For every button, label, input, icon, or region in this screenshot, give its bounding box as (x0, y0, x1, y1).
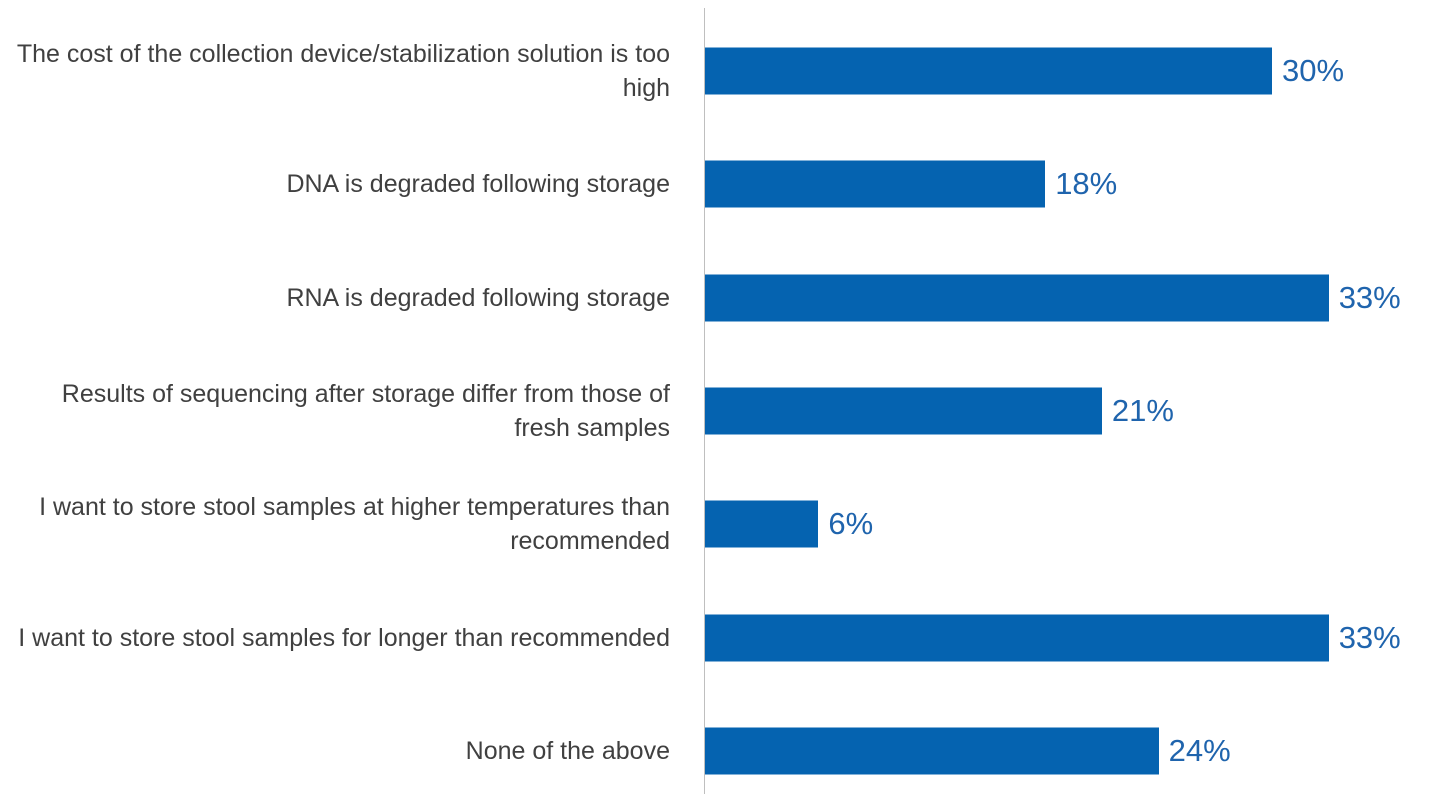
bar (705, 614, 1329, 661)
category-label: Results of sequencing after storage diff… (61, 379, 670, 442)
category-label: I want to store stool samples at higher … (39, 493, 670, 556)
value-label: 18% (1055, 166, 1118, 202)
value-label: 33% (1338, 619, 1401, 655)
bar (705, 47, 1272, 95)
category-label: I want to store stool samples for longer… (18, 623, 670, 652)
category-label: None of the above (465, 736, 670, 765)
value-label: 33% (1338, 279, 1401, 315)
bar (705, 500, 819, 548)
category-label: RNA is degraded following storage (286, 283, 670, 312)
value-label: 21% (1111, 392, 1174, 428)
value-label: 24% (1168, 732, 1231, 768)
category-label: The cost of the collection device/stabil… (16, 40, 670, 102)
bar (705, 160, 1046, 208)
bar (705, 274, 1329, 322)
bar (705, 727, 1159, 775)
category-label: DNA is degraded following storage (286, 170, 670, 199)
axis-line (704, 8, 705, 794)
value-label: 6% (828, 506, 874, 542)
bar (705, 387, 1102, 435)
value-label: 30% (1282, 53, 1345, 88)
